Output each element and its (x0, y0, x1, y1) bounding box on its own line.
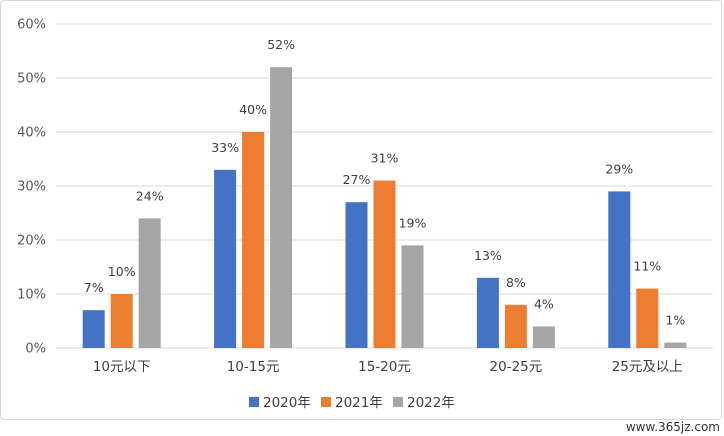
x-tick-label: 20-25元 (490, 359, 543, 375)
data-label: 10% (108, 264, 136, 279)
y-axis: 0% 10% 20% 30% 40% 50% 60% (17, 18, 46, 357)
bar (270, 67, 293, 348)
x-axis: 10元以下 10-15元 15-20元 20-25元 25元及以上 (93, 359, 683, 375)
data-label: 4% (534, 296, 554, 311)
data-label: 40% (239, 102, 267, 117)
y-tick-label: 10% (17, 288, 46, 303)
legend: 2020年 2021年 2022年 (249, 395, 455, 411)
data-label: 33% (211, 140, 239, 155)
bar (242, 132, 265, 348)
bar (401, 245, 424, 348)
bar-chart: 0% 10% 20% 30% 40% 50% 60% 7% 10% 24% 33% 40% 52% 27… (17, 18, 713, 411)
bar (504, 304, 527, 348)
y-tick-label: 50% (17, 72, 46, 87)
y-tick-label: 20% (17, 234, 46, 249)
bar (345, 202, 368, 348)
x-tick-label: 10元以下 (93, 359, 151, 375)
chart-frame: 0% 10% 20% 30% 40% 50% 60% 7% 10% 24% 33% 40% 52% 27… (0, 0, 722, 420)
legend-label: 2022年 (407, 395, 455, 411)
y-tick-label: 60% (17, 18, 46, 33)
data-label: 8% (506, 275, 526, 290)
x-tick-label: 15-20元 (358, 359, 411, 375)
y-tick-label: 30% (17, 180, 46, 195)
data-labels: 7% 10% 24% 33% 40% 52% 27%31% 19% 13% 8% 4% 29% 11% 1… (84, 37, 686, 327)
data-label: 27% (343, 172, 371, 187)
data-label: 11% (633, 259, 661, 274)
legend-label: 2020年 (263, 395, 311, 411)
x-tick-label: 10-15元 (227, 359, 280, 375)
legend-swatch (321, 397, 331, 407)
bar (82, 310, 105, 348)
bar (636, 288, 659, 348)
bar (110, 294, 133, 348)
bar (373, 180, 396, 348)
bars (82, 67, 687, 348)
data-label: 52% (267, 37, 295, 52)
bar (138, 218, 161, 348)
data-label: 7% (84, 280, 104, 295)
watermark: www.365jz.com (625, 420, 720, 434)
bar (664, 342, 687, 348)
legend-swatch (249, 397, 259, 407)
bar (476, 277, 499, 348)
bar (214, 169, 237, 348)
bar (532, 326, 555, 348)
data-label: 19% (399, 215, 427, 230)
y-tick-label: 40% (17, 126, 46, 141)
data-label: 1% (665, 313, 685, 328)
bar (608, 191, 631, 348)
y-tick-label: 0% (25, 342, 46, 357)
x-tick-label: 25元及以上 (612, 359, 683, 375)
data-label: 29% (605, 161, 633, 176)
data-label: 24% (136, 188, 164, 203)
data-label: 13% (474, 248, 502, 263)
legend-swatch (393, 397, 403, 407)
legend-label: 2021年 (335, 395, 383, 411)
data-label: 31% (371, 151, 399, 166)
